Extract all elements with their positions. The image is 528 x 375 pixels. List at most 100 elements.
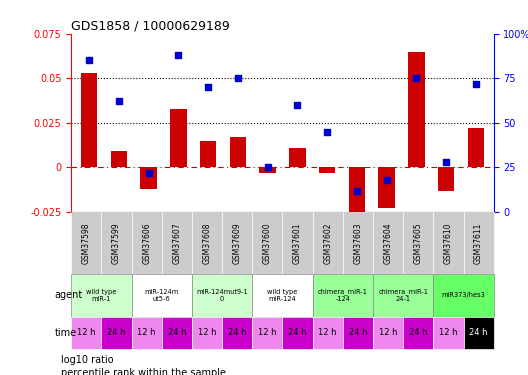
Bar — [373, 317, 403, 349]
Point — [412, 75, 421, 81]
Bar — [71, 317, 101, 349]
Text: GDS1858 / 10000629189: GDS1858 / 10000629189 — [71, 20, 230, 33]
Bar — [348, 167, 365, 235]
Bar — [433, 317, 464, 349]
Bar — [131, 212, 162, 274]
Bar — [230, 137, 246, 167]
Point — [85, 57, 93, 63]
Bar — [131, 274, 192, 317]
Text: GSM37603: GSM37603 — [353, 222, 362, 264]
Bar — [222, 212, 252, 274]
Bar — [433, 212, 464, 274]
Text: agent: agent — [55, 290, 83, 300]
Text: 12 h: 12 h — [439, 328, 458, 338]
Text: time: time — [55, 328, 77, 338]
Bar — [313, 212, 343, 274]
Bar — [343, 212, 373, 274]
Bar — [259, 167, 276, 172]
Bar — [282, 317, 313, 349]
Text: GSM37604: GSM37604 — [383, 222, 393, 264]
Text: GSM37609: GSM37609 — [233, 222, 242, 264]
Text: miR373/hes3: miR373/hes3 — [441, 292, 485, 298]
Point — [382, 177, 391, 183]
Bar — [162, 317, 192, 349]
Text: miR-124m
ut5-6: miR-124m ut5-6 — [145, 289, 179, 302]
Point — [233, 75, 242, 81]
Text: GSM37606: GSM37606 — [142, 222, 151, 264]
Text: 24 h: 24 h — [288, 328, 307, 338]
Bar — [403, 317, 433, 349]
Bar — [200, 141, 216, 167]
Text: GSM37607: GSM37607 — [172, 222, 182, 264]
Bar — [343, 317, 373, 349]
Text: 24 h: 24 h — [107, 328, 126, 338]
Text: miR-124mut9-1
0: miR-124mut9-1 0 — [196, 289, 248, 302]
Bar — [433, 274, 494, 317]
Bar — [252, 317, 282, 349]
Bar — [55, 369, 59, 375]
Bar — [192, 212, 222, 274]
Bar — [111, 151, 127, 167]
Bar — [408, 52, 425, 167]
Text: GSM37608: GSM37608 — [203, 222, 212, 264]
Bar — [71, 212, 101, 274]
Bar — [313, 317, 343, 349]
Bar — [289, 148, 306, 167]
Point — [174, 52, 183, 58]
Bar — [464, 317, 494, 349]
Bar — [438, 167, 454, 190]
Bar — [131, 317, 162, 349]
Text: wild type
miR-1: wild type miR-1 — [86, 289, 117, 302]
Bar — [162, 212, 192, 274]
Point — [472, 81, 480, 87]
Text: chimera_miR-1
-124: chimera_miR-1 -124 — [318, 288, 368, 302]
Bar — [252, 212, 282, 274]
Bar — [379, 167, 395, 208]
Text: 24 h: 24 h — [167, 328, 186, 338]
Text: 24 h: 24 h — [228, 328, 247, 338]
Text: GSM37599: GSM37599 — [112, 222, 121, 264]
Point — [293, 102, 301, 108]
Text: 12 h: 12 h — [258, 328, 277, 338]
Text: GSM37602: GSM37602 — [323, 222, 332, 264]
Text: 12 h: 12 h — [198, 328, 216, 338]
Bar — [313, 274, 373, 317]
Text: chimera_miR-1
24-1: chimera_miR-1 24-1 — [378, 288, 428, 302]
Text: GSM37611: GSM37611 — [474, 222, 483, 264]
Bar — [101, 317, 131, 349]
Bar — [71, 274, 131, 317]
Bar — [464, 212, 494, 274]
Bar — [222, 317, 252, 349]
Text: log10 ratio: log10 ratio — [61, 355, 114, 365]
Point — [323, 129, 332, 135]
Text: 24 h: 24 h — [409, 328, 428, 338]
Bar — [468, 128, 484, 167]
Text: GSM37600: GSM37600 — [263, 222, 272, 264]
Text: GSM37598: GSM37598 — [82, 222, 91, 264]
Text: GSM37601: GSM37601 — [293, 222, 302, 264]
Bar — [55, 355, 59, 364]
Bar — [192, 274, 252, 317]
Text: 12 h: 12 h — [77, 328, 96, 338]
Point — [204, 84, 212, 90]
Text: 12 h: 12 h — [379, 328, 398, 338]
Text: 24 h: 24 h — [469, 328, 488, 338]
Point — [115, 99, 123, 105]
Bar — [282, 212, 313, 274]
Bar — [140, 167, 157, 189]
Point — [442, 159, 450, 165]
Text: GSM37610: GSM37610 — [444, 222, 453, 264]
Bar — [373, 212, 403, 274]
Point — [144, 170, 153, 176]
Point — [353, 188, 361, 194]
Bar — [373, 274, 433, 317]
Text: percentile rank within the sample: percentile rank within the sample — [61, 368, 226, 375]
Bar — [319, 167, 335, 172]
Text: wild type
miR-124: wild type miR-124 — [267, 289, 298, 302]
Text: 12 h: 12 h — [318, 328, 337, 338]
Text: 24 h: 24 h — [348, 328, 367, 338]
Bar — [252, 274, 313, 317]
Bar — [403, 212, 433, 274]
Bar — [101, 212, 131, 274]
Text: GSM37605: GSM37605 — [414, 222, 423, 264]
